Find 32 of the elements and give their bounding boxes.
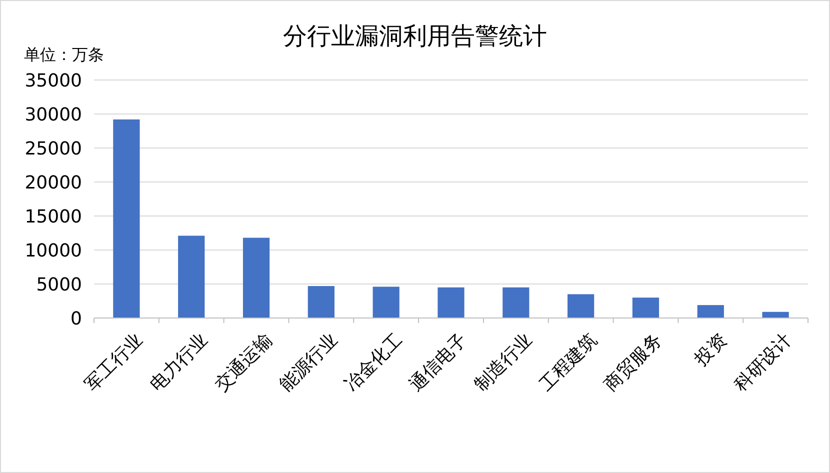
x-tick-label: 电力行业	[146, 330, 212, 396]
x-tick-label: 商贸服务	[600, 330, 666, 396]
bar	[113, 119, 140, 318]
x-tick-label: 通信电子	[406, 330, 472, 396]
bar	[372, 286, 400, 318]
bar	[762, 312, 789, 318]
x-tick-label: 能源行业	[276, 330, 342, 396]
bar	[242, 238, 270, 318]
bar	[632, 298, 660, 318]
x-tick-label: 工程建筑	[536, 330, 602, 396]
y-tick-label: 0	[70, 308, 82, 330]
y-tick-label: 20000	[24, 172, 82, 194]
bar	[697, 305, 724, 318]
y-tick-label: 15000	[24, 206, 82, 228]
bar	[308, 286, 334, 318]
chart-title: 分行业漏洞利用告警统计	[283, 22, 547, 50]
y-tick-label: 10000	[24, 240, 82, 262]
x-tick-label: 交通运输	[210, 330, 277, 396]
y-tick-label: 30000	[24, 104, 82, 126]
y-tick-label: 25000	[24, 138, 82, 160]
x-tick-label: 投资	[690, 330, 732, 371]
x-tick-label: 制造行业	[470, 330, 536, 396]
y-axis-title: 单位：万条	[24, 45, 104, 64]
bar	[568, 294, 594, 318]
y-tick-label: 35000	[24, 70, 82, 92]
bar	[178, 236, 205, 318]
x-tick-label: 军工行业	[81, 330, 147, 396]
x-tick-label: 科研设计	[730, 330, 796, 396]
bar	[438, 287, 464, 318]
y-tick-label: 5000	[36, 274, 82, 296]
bar	[502, 287, 530, 318]
x-tick-label: 冶金化工	[340, 330, 407, 396]
